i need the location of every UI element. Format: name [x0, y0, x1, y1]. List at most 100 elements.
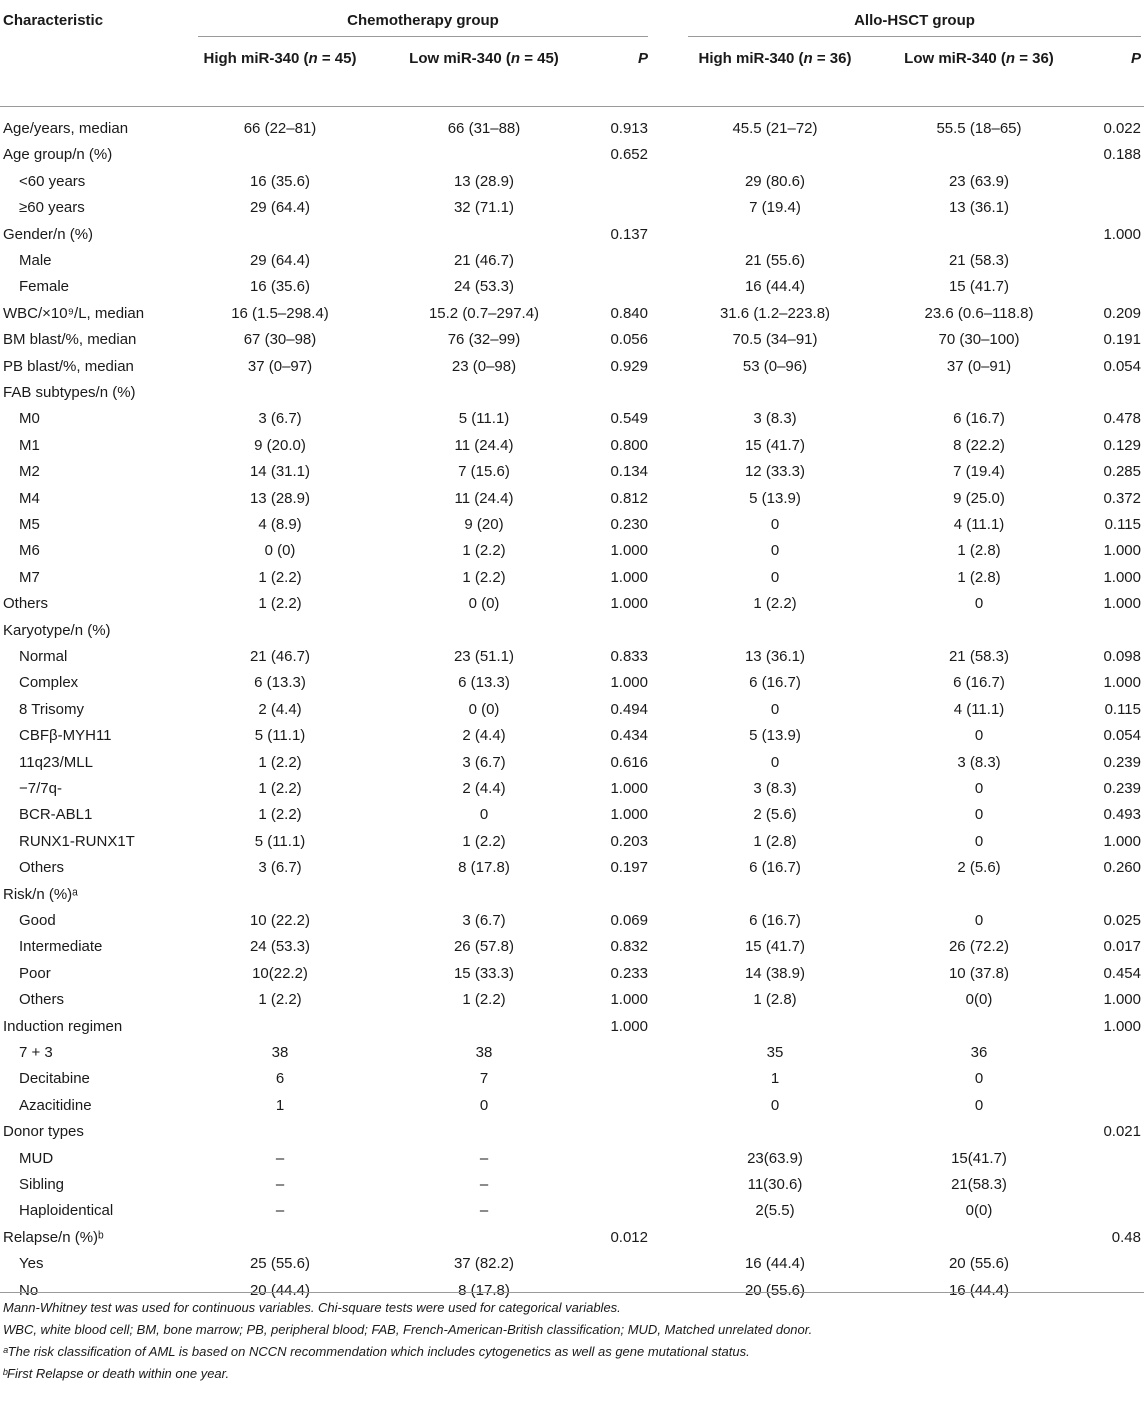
- chemo-p-value: 1.000: [610, 780, 648, 797]
- allo-p-value: 0.285: [1103, 463, 1141, 481]
- row-label: BCR-ABL1: [19, 806, 93, 824]
- chemo-low-value: 26 (57.8): [453, 938, 515, 956]
- allo-low-value: 21 (58.3): [948, 648, 1010, 665]
- allo-high-value: 2(5.5): [755, 1202, 795, 1220]
- chemo-low-value: 1 (2.2): [462, 991, 506, 1009]
- allo-p-value: 0.115: [1104, 700, 1141, 718]
- row-label: <60 years: [19, 172, 86, 190]
- chemo-p-value: 0.812: [610, 489, 648, 507]
- row-label: −7/7q-: [19, 780, 62, 797]
- allo-high-value: 45.5 (21–72): [732, 120, 818, 137]
- table-row: BCR-ABL1 1 (2.2) 0 1.000 2 (5.6) 0 0.493: [0, 802, 1144, 828]
- allo-high-value: 2 (5.6): [753, 806, 797, 824]
- chemo-high-value: 37 (0–97): [247, 357, 313, 375]
- allo-high-value: 6 (16.7): [749, 674, 801, 692]
- table-row: Complex 6 (13.3) 6 (13.3) 1.000 6 (16.7) 6 (1…: [0, 670, 1144, 696]
- chemo-high-value: 20 (44.4): [249, 1281, 311, 1299]
- allo-high-value: 5 (13.9): [749, 489, 801, 507]
- row-label: Female: [19, 278, 70, 296]
- table-row: M5 4 (8.9) 9 (20) 0.230 0 4 (11.1) 0.115: [0, 512, 1144, 538]
- allo-p-value: 1.000: [1103, 225, 1141, 243]
- chemo-high-value: 29 (64.4): [249, 252, 311, 269]
- chemo-high-value: 6: [275, 1070, 285, 1088]
- chemo-low-value: –: [479, 1176, 489, 1193]
- allo-high-value: 1 (2.8): [753, 832, 797, 850]
- chemo-p-value: 0.137: [610, 225, 648, 243]
- header-characteristic: Characteristic: [3, 12, 104, 29]
- table-row: Normal 21 (46.7) 23 (51.1) 0.833 13 (36.1) 21…: [0, 644, 1144, 670]
- allo-p-value: 0.478: [1103, 410, 1141, 428]
- allo-low-value: 20 (55.6): [948, 1255, 1010, 1273]
- footnote: Mann-Whitney test was used for continuou…: [3, 1300, 621, 1315]
- table-row: Sibling – – 11(30.6) 21(58.3): [0, 1172, 1144, 1198]
- chemo-low-value: 9 (20): [464, 516, 504, 533]
- table-row: M6 0 (0) 1 (2.2) 1.000 0 1 (2.8) 1.000: [0, 538, 1144, 564]
- table-row: Yes 25 (55.6) 37 (82.2) 16 (44.4) 20 (55.6): [0, 1251, 1144, 1277]
- chemo-low-value: 23 (0–98): [451, 357, 517, 375]
- chemo-p-value: 0.840: [610, 304, 648, 322]
- row-label: Normal: [19, 648, 68, 665]
- chemo-p-value: 0.230: [610, 516, 648, 533]
- chemo-low-value: 0: [479, 806, 489, 824]
- chemo-high-value: 24 (53.3): [249, 938, 311, 956]
- allo-low-value: 4 (11.1): [953, 516, 1005, 533]
- chemo-high-value: 6 (13.3): [254, 674, 306, 692]
- chemo-low-value: 0 (0): [468, 700, 500, 718]
- allo-p-value: 0.054: [1103, 727, 1141, 745]
- allo-p-value: 1.000: [1103, 542, 1141, 560]
- chemo-high-value: –: [275, 1202, 285, 1220]
- row-label: Age group/n (%): [3, 146, 113, 164]
- footnote: ᵃThe risk classification of AML is based…: [3, 1344, 750, 1359]
- row-label: M0: [19, 410, 40, 428]
- allo-high-value: 35: [766, 1044, 784, 1061]
- table-row: Donor types 0.021: [0, 1119, 1144, 1145]
- allo-p-value: 0.209: [1103, 304, 1141, 322]
- table-row: 7 + 3 38 38 35 36: [0, 1040, 1144, 1066]
- row-label: M5: [19, 516, 40, 533]
- allo-high-value: 6 (16.7): [749, 912, 801, 929]
- row-label: Induction regimen: [3, 1017, 123, 1035]
- chemo-p-value: 0.069: [610, 912, 648, 929]
- allo-low-value: 1 (2.8): [957, 568, 1001, 586]
- allo-high-value: 0: [770, 700, 780, 718]
- allo-low-value: 0: [974, 1070, 984, 1088]
- chemo-p-value: 0.652: [610, 146, 648, 164]
- chemo-p-value: 0.203: [610, 832, 648, 850]
- chemo-p-value: 0.833: [610, 648, 648, 665]
- chemo-p-value: 0.913: [610, 120, 648, 137]
- row-label: Haploidentical: [19, 1202, 114, 1220]
- chemo-p-value: 1.000: [610, 806, 648, 824]
- allo-low-value: 36: [970, 1044, 988, 1061]
- row-label: M1: [19, 436, 40, 454]
- allo-high-value: 70.5 (34–91): [732, 331, 818, 349]
- allo-high-value: 1 (2.2): [753, 595, 797, 613]
- allo-high-value: 3 (8.3): [753, 410, 797, 428]
- allo-low-value: 6 (16.7): [953, 410, 1005, 428]
- row-label: M7: [19, 568, 40, 586]
- chemo-low-value: 32 (71.1): [453, 199, 515, 217]
- chemo-high-value: 38: [271, 1044, 289, 1061]
- header-allo-hsct-group: Allo-HSCT group: [854, 12, 975, 29]
- chemo-low-value: 0: [479, 1096, 489, 1114]
- allo-low-value: 55.5 (18–65): [936, 120, 1022, 137]
- row-label: Poor: [19, 964, 51, 982]
- row-label: Yes: [19, 1255, 44, 1273]
- allo-high-value: 23(63.9): [747, 1149, 803, 1167]
- row-label: WBC/×10⁹/L, median: [3, 304, 145, 322]
- chemo-low-value: 2 (4.4): [462, 780, 506, 797]
- chemo-high-value: 5 (11.1): [254, 832, 306, 850]
- allo-p-value: 0.115: [1104, 516, 1141, 533]
- chemo-high-value: 16 (35.6): [249, 278, 311, 296]
- chemo-p-value: 1.000: [610, 595, 648, 613]
- chemo-p-value: 0.197: [610, 859, 648, 877]
- allo-high-value: 15 (41.7): [744, 436, 806, 454]
- chemo-high-value: 4 (8.9): [258, 516, 302, 533]
- allo-high-value: 1: [770, 1070, 780, 1088]
- table-row: Azacitidine 1 0 0 0: [0, 1093, 1144, 1119]
- table-row: Haploidentical – – 2(5.5) 0(0): [0, 1198, 1144, 1224]
- row-label: M6: [19, 542, 40, 560]
- chemo-p-value: 0.434: [610, 727, 648, 745]
- table-row: Intermediate 24 (53.3) 26 (57.8) 0.832 15 (4…: [0, 934, 1144, 960]
- row-label: FAB subtypes/n (%): [3, 384, 136, 401]
- chemo-high-value: 1 (2.2): [258, 806, 302, 824]
